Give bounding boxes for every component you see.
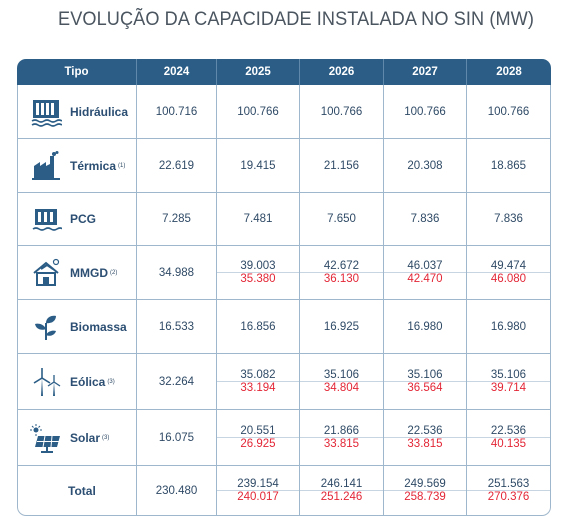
page-title: EVOLUÇÃO DA CAPACIDADE INSTALADA NO SIN …	[58, 8, 535, 30]
header-2025: 2025	[217, 59, 300, 85]
cell-2027: 46.037	[384, 260, 466, 273]
row-label: MMGD	[70, 265, 108, 280]
cell-2026-alt: 34.804	[323, 382, 360, 394]
row-label: PCG	[70, 212, 97, 226]
thermal-plant-icon	[32, 150, 60, 180]
cell-2028: 49.474	[467, 260, 550, 273]
cell-2024: 100.716	[137, 85, 217, 139]
header-tipo: Tipo	[17, 59, 137, 85]
cell-2026: 21.156	[300, 139, 384, 193]
row-label: Eólica	[70, 374, 106, 389]
cell-2025: 35.082	[217, 369, 299, 382]
total-label: Total	[68, 483, 96, 498]
cell-2026: 35.106	[300, 369, 383, 382]
cell-2025: 19.415	[217, 139, 300, 193]
table-row-pcg: PCG 7.285 7.481 7.650 7.836 7.836	[17, 193, 551, 246]
cell-2026-alt: 251.246	[320, 491, 363, 503]
cell-2028: 251.563	[467, 478, 550, 491]
row-label: Hidráulica	[70, 104, 129, 119]
cell-2028: 22.536	[467, 425, 550, 438]
cell-2026-alt: 36.130	[323, 273, 360, 285]
cell-2028-alt: 270.376	[487, 491, 530, 503]
cell-2025: 7.481	[217, 193, 300, 246]
row-note: (3)	[102, 434, 110, 441]
capacity-table: Tipo 2024 2025 2026 2027 2028 Hidráulica…	[17, 59, 551, 516]
cell-2025-alt: 26.925	[240, 438, 276, 450]
biomass-sprout-icon	[35, 315, 56, 340]
row-note: (1)	[118, 162, 126, 169]
table-row-solar: Solar (3) 16.075 20.551 26.925 21.866 33.81…	[17, 410, 551, 466]
cell-2025: 20.551	[217, 425, 299, 438]
row-note: (2)	[110, 269, 118, 276]
table-row-eolica: Eólica (3) 32.264 35.082 33.194 35.106 34.8…	[17, 354, 551, 410]
hydro-dam-icon	[31, 99, 62, 127]
table-row-mmgd: MMGD (2) 34.988 39.003 35.380 42.672 36.130…	[17, 246, 551, 300]
cell-2027-alt: 36.564	[407, 382, 443, 394]
cell-2025: 39.003	[217, 260, 299, 273]
header-2026: 2026	[300, 59, 384, 85]
table-row-hidraulica: Hidráulica 100.716 100.766 100.766 100.7…	[17, 85, 551, 139]
cell-2028: 100.766	[467, 85, 551, 139]
cell-2024: 16.533	[137, 300, 217, 354]
wind-turbine-icon	[33, 367, 61, 396]
row-label: Solar	[70, 430, 101, 445]
cell-2028: 18.865	[467, 139, 551, 193]
cell-2027: 249.569	[384, 478, 466, 491]
cell-2024: 34.988	[137, 246, 217, 300]
cell-2028: 35.106	[467, 369, 550, 382]
table-row-biomassa: Biomassa 16.533 16.856 16.925 16.980 16.…	[17, 300, 551, 354]
row-note: (3)	[107, 378, 115, 385]
header-2028: 2028	[467, 59, 551, 85]
cell-2027: 22.536	[384, 425, 466, 438]
cell-2026: 246.141	[300, 478, 383, 491]
cell-2027-alt: 258.739	[404, 491, 446, 503]
cell-2025: 16.856	[217, 300, 300, 354]
cell-2028-alt: 46.080	[490, 273, 527, 285]
solar-panel-icon	[30, 423, 60, 453]
header-2027: 2027	[384, 59, 467, 85]
cell-2025: 100.766	[217, 85, 300, 139]
cell-2024: 230.480	[137, 466, 217, 516]
table-row-total: Total 230.480 239.154 240.017 246.141 251.…	[17, 466, 551, 516]
distributed-gen-house-icon	[33, 258, 60, 286]
cell-2028: 16.980	[467, 300, 551, 354]
cell-2027: 7.836	[384, 193, 467, 246]
cell-2028-alt: 39.714	[490, 382, 527, 394]
cell-2026: 16.925	[300, 300, 384, 354]
row-label: Térmica	[70, 158, 117, 173]
cell-2027: 100.766	[384, 85, 467, 139]
cell-2028: 7.836	[467, 193, 551, 246]
cell-2024: 22.619	[137, 139, 217, 193]
cell-2026: 21.866	[300, 425, 383, 438]
cell-2025-alt: 33.194	[240, 382, 276, 394]
cell-2027: 20.308	[384, 139, 467, 193]
cell-2027: 35.106	[384, 369, 466, 382]
cell-2027-alt: 42.470	[407, 273, 443, 285]
cell-2027-alt: 33.815	[407, 438, 443, 450]
table-row-termica: Térmica (1) 22.619 19.415 21.156 20.308 1…	[17, 139, 551, 193]
cell-2026-alt: 33.815	[323, 438, 360, 450]
cell-2028-alt: 40.135	[490, 438, 527, 450]
table-header-row: Tipo 2024 2025 2026 2027 2028	[17, 59, 551, 85]
cell-2024: 16.075	[137, 410, 217, 466]
row-label: Biomassa	[70, 319, 127, 334]
cell-2025-alt: 35.380	[240, 273, 276, 285]
cell-2027: 16.980	[384, 300, 467, 354]
cell-2024: 32.264	[137, 354, 217, 410]
cell-2024: 7.285	[137, 193, 217, 246]
header-2024: 2024	[137, 59, 217, 85]
small-hydro-icon	[32, 209, 62, 231]
cell-2025: 239.154	[217, 478, 299, 491]
cell-2026: 100.766	[300, 85, 384, 139]
cell-2026: 42.672	[300, 260, 383, 273]
cell-2026: 7.650	[300, 193, 384, 246]
cell-2025-alt: 240.017	[237, 491, 279, 503]
